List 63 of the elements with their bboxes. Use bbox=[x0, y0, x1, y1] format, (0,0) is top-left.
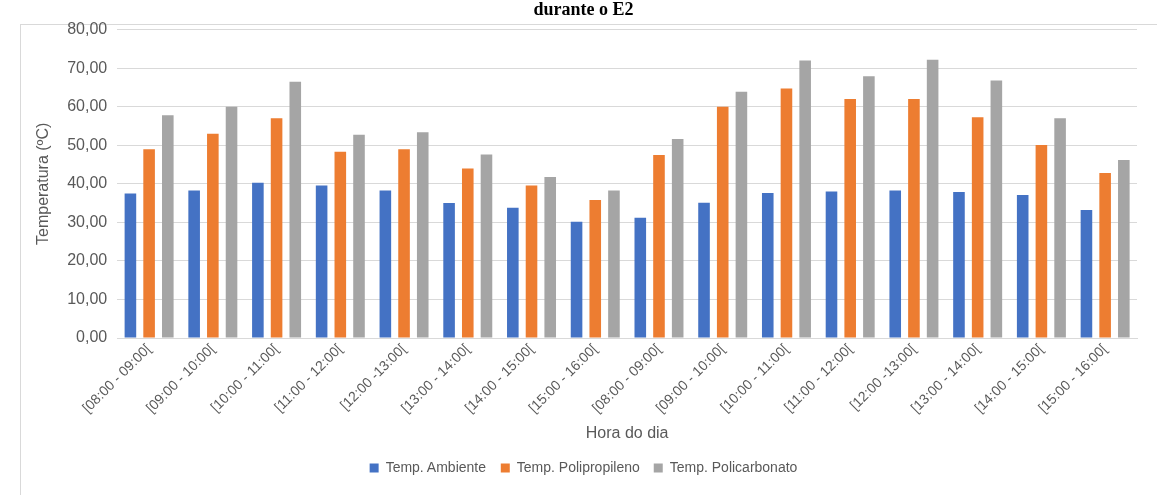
bar bbox=[716, 106, 729, 338]
bar bbox=[207, 133, 219, 338]
bar bbox=[252, 182, 264, 338]
bar bbox=[844, 99, 856, 338]
bar bbox=[1080, 210, 1093, 338]
bar bbox=[188, 190, 200, 338]
y-tick-label: 80,00 bbox=[67, 20, 108, 38]
y-tick-label: 70,00 bbox=[67, 58, 108, 76]
bar bbox=[162, 115, 174, 338]
bar bbox=[480, 154, 493, 338]
bar bbox=[379, 190, 392, 338]
y-tick-label: 0,00 bbox=[76, 328, 108, 346]
bar bbox=[525, 185, 538, 338]
bar bbox=[761, 193, 774, 338]
y-tick-label: 20,00 bbox=[67, 251, 108, 269]
bar bbox=[570, 221, 583, 338]
bar bbox=[908, 99, 920, 338]
bar bbox=[416, 132, 429, 338]
bar bbox=[1016, 195, 1029, 338]
bar bbox=[971, 117, 984, 338]
bar bbox=[735, 91, 748, 338]
y-tick-label: 10,00 bbox=[67, 289, 108, 307]
bar bbox=[225, 106, 238, 338]
bar bbox=[589, 200, 602, 338]
y-axis-title: Temperatura (ºC) bbox=[34, 122, 52, 245]
y-tick-label: 40,00 bbox=[67, 174, 108, 192]
legend-label: Temp. Ambiente bbox=[385, 458, 487, 475]
bar bbox=[507, 207, 519, 338]
bar bbox=[334, 151, 347, 338]
bar bbox=[461, 168, 474, 338]
bar bbox=[544, 176, 557, 338]
bar bbox=[653, 154, 665, 338]
bar bbox=[1099, 173, 1111, 338]
bar bbox=[315, 185, 328, 338]
bar bbox=[270, 118, 283, 338]
bar bbox=[953, 191, 965, 338]
y-tick-label: 60,00 bbox=[67, 97, 108, 115]
x-axis-title: Hora do dia bbox=[585, 423, 669, 441]
chart-title: durante o E2 bbox=[533, 0, 634, 20]
bar bbox=[398, 149, 410, 338]
bar bbox=[608, 190, 620, 338]
y-tick-label: 30,00 bbox=[67, 212, 108, 230]
y-tick-label: 50,00 bbox=[67, 135, 108, 153]
bar bbox=[443, 203, 455, 338]
legend-label: Temp. Polipropileno bbox=[516, 458, 640, 475]
bar bbox=[289, 81, 302, 338]
bar bbox=[863, 76, 875, 338]
bar bbox=[990, 80, 1003, 338]
bar bbox=[825, 191, 838, 338]
bar bbox=[698, 202, 710, 338]
bar bbox=[143, 149, 155, 338]
bar bbox=[1035, 144, 1048, 338]
bar bbox=[889, 190, 902, 338]
bar bbox=[926, 59, 939, 338]
bar bbox=[634, 217, 647, 338]
bar bbox=[353, 134, 365, 338]
bar bbox=[124, 193, 137, 338]
bar bbox=[1118, 159, 1130, 338]
bar bbox=[671, 139, 684, 338]
bar bbox=[780, 88, 793, 338]
bar bbox=[1054, 118, 1066, 338]
bar bbox=[799, 60, 811, 338]
legend-label: Temp. Policarbonato bbox=[669, 458, 798, 475]
